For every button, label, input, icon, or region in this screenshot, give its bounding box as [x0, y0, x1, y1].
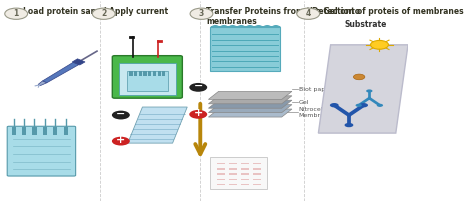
Circle shape	[345, 123, 353, 127]
Text: 1: 1	[14, 9, 19, 18]
Polygon shape	[209, 109, 292, 117]
Circle shape	[297, 8, 319, 19]
Bar	[129, 71, 133, 76]
Polygon shape	[38, 81, 47, 85]
Bar	[53, 127, 57, 135]
Bar	[241, 168, 249, 170]
Text: Transfer Proteins from the Gel onto
membranes: Transfer Proteins from the Gel onto memb…	[206, 7, 361, 26]
Bar	[229, 179, 237, 180]
Circle shape	[189, 83, 207, 92]
Bar	[253, 168, 261, 170]
Polygon shape	[73, 59, 85, 65]
Bar	[119, 63, 176, 95]
Bar	[229, 163, 237, 164]
Text: +: +	[116, 135, 126, 145]
Bar	[229, 168, 237, 170]
Bar	[241, 174, 249, 175]
Bar	[127, 71, 168, 91]
Polygon shape	[209, 100, 292, 108]
Polygon shape	[209, 91, 292, 99]
Bar	[134, 71, 137, 76]
Circle shape	[359, 103, 368, 107]
Bar	[217, 168, 225, 170]
Circle shape	[330, 103, 339, 107]
Bar	[64, 127, 68, 135]
FancyBboxPatch shape	[112, 56, 182, 98]
Bar	[12, 127, 16, 135]
Circle shape	[112, 137, 130, 145]
Bar	[43, 127, 47, 135]
Bar	[217, 184, 225, 185]
Text: 4: 4	[306, 9, 311, 18]
Text: Gel: Gel	[299, 100, 310, 105]
Text: Nitrocellulose
Membranes: Nitrocellulose Membranes	[299, 107, 342, 118]
Bar	[153, 71, 156, 76]
Bar	[22, 127, 26, 135]
Text: Blot paper: Blot paper	[299, 87, 332, 92]
Circle shape	[5, 8, 27, 19]
Text: Substrate: Substrate	[344, 20, 386, 29]
Polygon shape	[43, 62, 79, 83]
Bar	[253, 174, 261, 175]
Bar	[139, 71, 142, 76]
Bar	[162, 71, 165, 76]
Bar	[217, 174, 225, 175]
Bar	[144, 71, 147, 76]
Bar	[253, 184, 261, 185]
Text: −: −	[116, 109, 126, 119]
Circle shape	[190, 8, 213, 19]
Polygon shape	[319, 45, 408, 133]
Bar	[241, 179, 249, 180]
Circle shape	[356, 104, 362, 107]
Circle shape	[371, 40, 389, 49]
FancyBboxPatch shape	[210, 157, 267, 189]
Bar	[217, 179, 225, 180]
Bar	[217, 163, 225, 164]
Text: 3: 3	[199, 9, 204, 18]
Bar	[241, 163, 249, 164]
Text: Detection of proteis of membranes: Detection of proteis of membranes	[312, 7, 464, 16]
Text: Load protein sample: Load protein sample	[23, 7, 112, 16]
Text: Apply current: Apply current	[109, 7, 168, 16]
Polygon shape	[209, 105, 292, 113]
Bar	[241, 184, 249, 185]
Polygon shape	[209, 96, 292, 104]
Circle shape	[366, 89, 373, 93]
Circle shape	[377, 104, 383, 107]
Bar	[253, 163, 261, 164]
Text: +: +	[193, 108, 203, 118]
Bar	[229, 174, 237, 175]
Text: −: −	[193, 81, 203, 91]
Bar	[253, 179, 261, 180]
Text: 2: 2	[101, 9, 106, 18]
Bar	[229, 184, 237, 185]
Circle shape	[189, 110, 207, 119]
Circle shape	[92, 8, 115, 19]
Polygon shape	[128, 107, 187, 143]
FancyBboxPatch shape	[7, 126, 76, 176]
Circle shape	[354, 74, 365, 80]
Bar	[157, 71, 161, 76]
Bar	[148, 71, 151, 76]
Bar	[32, 127, 36, 135]
FancyBboxPatch shape	[210, 27, 280, 71]
Circle shape	[112, 111, 130, 119]
